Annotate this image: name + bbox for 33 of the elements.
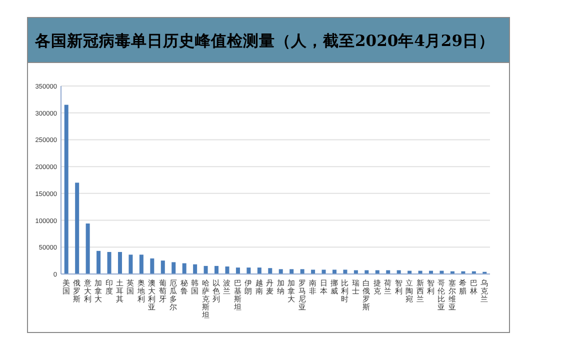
bar bbox=[396, 270, 401, 274]
bar bbox=[311, 270, 316, 274]
bar bbox=[118, 252, 122, 274]
bar bbox=[300, 269, 304, 274]
bar bbox=[172, 262, 176, 274]
bar bbox=[343, 270, 348, 274]
bar bbox=[246, 268, 251, 274]
bar bbox=[204, 266, 208, 274]
bar bbox=[86, 224, 90, 274]
bar bbox=[160, 260, 165, 274]
bar bbox=[278, 269, 283, 274]
bar bbox=[139, 254, 144, 274]
bar bbox=[214, 266, 219, 274]
chart-title: 各国新冠病毒单日历史峰值检测量（人，截至2020年4月29日） bbox=[34, 31, 494, 50]
bar bbox=[193, 264, 198, 274]
bar bbox=[128, 254, 133, 274]
bar bbox=[354, 270, 358, 274]
bar bbox=[150, 258, 154, 274]
bar bbox=[75, 182, 80, 274]
bar bbox=[182, 263, 186, 274]
bar bbox=[386, 270, 390, 274]
bar bbox=[257, 268, 262, 274]
bar bbox=[107, 252, 112, 274]
bar bbox=[96, 250, 101, 274]
bar bbox=[322, 270, 326, 274]
bar bbox=[332, 270, 336, 274]
bar bbox=[236, 268, 240, 274]
bar bbox=[225, 266, 230, 274]
bar bbox=[64, 104, 68, 274]
bar bbox=[268, 268, 272, 274]
bar bbox=[375, 270, 380, 274]
bar bbox=[290, 269, 294, 274]
bar bbox=[364, 270, 369, 274]
